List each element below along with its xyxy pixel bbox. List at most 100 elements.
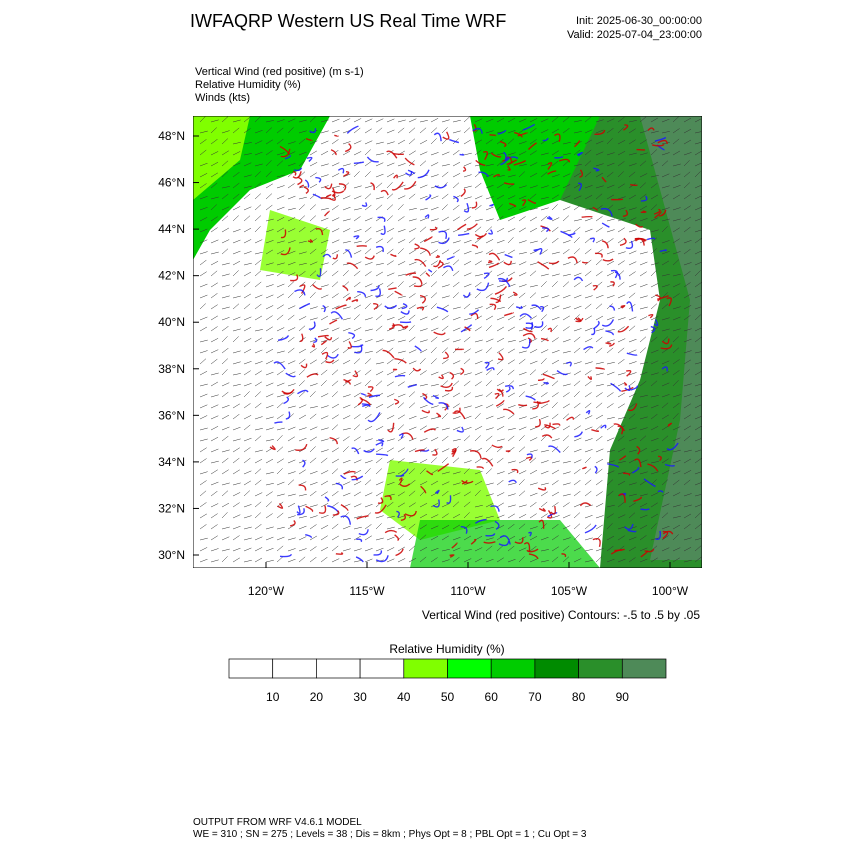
- wind-barb: [254, 435, 262, 442]
- vertical-wind-streak: [356, 245, 367, 248]
- vertical-wind-streak: [503, 182, 515, 185]
- wind-barb: [210, 469, 218, 475]
- vertical-wind-streak: [340, 515, 352, 525]
- wind-barb: [364, 271, 372, 277]
- vertical-wind-streak: [471, 244, 479, 249]
- wind-barb: [320, 239, 329, 244]
- wind-barb: [617, 260, 625, 266]
- wind-barb: [210, 436, 219, 442]
- wind-barb: [650, 248, 657, 255]
- vertical-wind-streak: [488, 252, 501, 261]
- wind-barb: [661, 414, 669, 420]
- wind-barb: [683, 383, 692, 387]
- wind-barb: [452, 316, 461, 321]
- wind-barb: [529, 437, 538, 442]
- wind-barb: [331, 205, 339, 211]
- wind-barb: [254, 315, 263, 321]
- wind-barb: [485, 369, 493, 376]
- wind-barb: [375, 481, 384, 486]
- wind-barb: [639, 514, 648, 519]
- wind-barb: [441, 127, 448, 134]
- wind-barb: [672, 227, 680, 233]
- wind-barb: [408, 479, 416, 486]
- wind-barb: [276, 545, 284, 552]
- wind-barb: [617, 435, 625, 442]
- wind-barb: [276, 402, 284, 409]
- wind-barb: [243, 504, 252, 508]
- wind-barb: [694, 238, 702, 244]
- wind-barb: [309, 292, 316, 299]
- wind-barb: [584, 248, 592, 255]
- wind-barb: [617, 526, 626, 530]
- wind-barb: [551, 281, 558, 288]
- wind-barb: [430, 416, 439, 420]
- wind-barb: [254, 116, 261, 123]
- vertical-wind-streak: [387, 422, 395, 433]
- wind-barb: [694, 512, 701, 519]
- wind-barb: [628, 437, 637, 442]
- wind-barb: [496, 307, 505, 310]
- wind-barb: [485, 468, 492, 475]
- wind-barb: [529, 457, 537, 464]
- vertical-wind-streak: [498, 388, 504, 397]
- wind-barb: [628, 183, 636, 189]
- wind-barb: [397, 273, 406, 277]
- wind-barb: [496, 426, 505, 431]
- wind-barb: [386, 381, 394, 387]
- wind-barb: [287, 240, 296, 244]
- wind-barb: [342, 394, 351, 398]
- wind-barb: [397, 424, 405, 431]
- vertical-wind-streak: [600, 424, 607, 429]
- wind-barb: [254, 458, 263, 464]
- wind-barb: [507, 249, 515, 255]
- wind-barb: [342, 338, 351, 343]
- wind-barb: [441, 249, 449, 255]
- colorbar-label: 90: [616, 690, 630, 704]
- wind-barb: [287, 360, 296, 365]
- wind-barb: [287, 127, 294, 134]
- vertical-wind-streak: [427, 268, 433, 273]
- wind-barb: [683, 394, 692, 398]
- wind-barb: [584, 237, 592, 244]
- colorbar-label: 30: [353, 690, 367, 704]
- wind-barb: [254, 361, 263, 365]
- wind-barb: [595, 448, 604, 453]
- wind-barb: [342, 182, 350, 189]
- wind-barb: [628, 482, 637, 486]
- wind-barb: [287, 502, 296, 508]
- vertical-wind-streak: [337, 167, 345, 174]
- wind-barb: [551, 305, 560, 310]
- vertical-wind-streak: [375, 555, 389, 563]
- wind-barb: [452, 557, 460, 563]
- wind-barb: [243, 437, 252, 442]
- wind-barb: [320, 150, 329, 156]
- wind-barb: [210, 119, 219, 123]
- wind-barb: [397, 372, 406, 376]
- vertical-wind-streak: [503, 151, 507, 161]
- wind-barb: [650, 395, 659, 398]
- wind-barb: [265, 348, 274, 354]
- wind-barb: [683, 305, 692, 310]
- wind-barb: [419, 226, 427, 233]
- wind-barb: [694, 425, 702, 431]
- wind-barb: [518, 479, 525, 486]
- wind-barb: [683, 504, 692, 508]
- vertical-wind-streak: [374, 504, 387, 514]
- wind-barb: [628, 120, 637, 123]
- vertical-wind-streak: [343, 470, 356, 475]
- vertical-wind-streak: [644, 548, 655, 553]
- wind-barb: [375, 228, 384, 233]
- wind-barb: [364, 128, 372, 134]
- wind-barb: [551, 226, 559, 233]
- wind-barb: [386, 272, 395, 277]
- wind-barb: [254, 512, 262, 519]
- wind-barb: [650, 438, 659, 442]
- wind-barb: [408, 534, 415, 541]
- wind-barb: [540, 304, 549, 310]
- wind-barb: [584, 361, 593, 365]
- wind-barb: [287, 391, 295, 398]
- wind-barb: [199, 480, 207, 486]
- wind-barb: [606, 171, 614, 178]
- vertical-wind-streak: [297, 176, 303, 186]
- wind-barb: [562, 556, 570, 563]
